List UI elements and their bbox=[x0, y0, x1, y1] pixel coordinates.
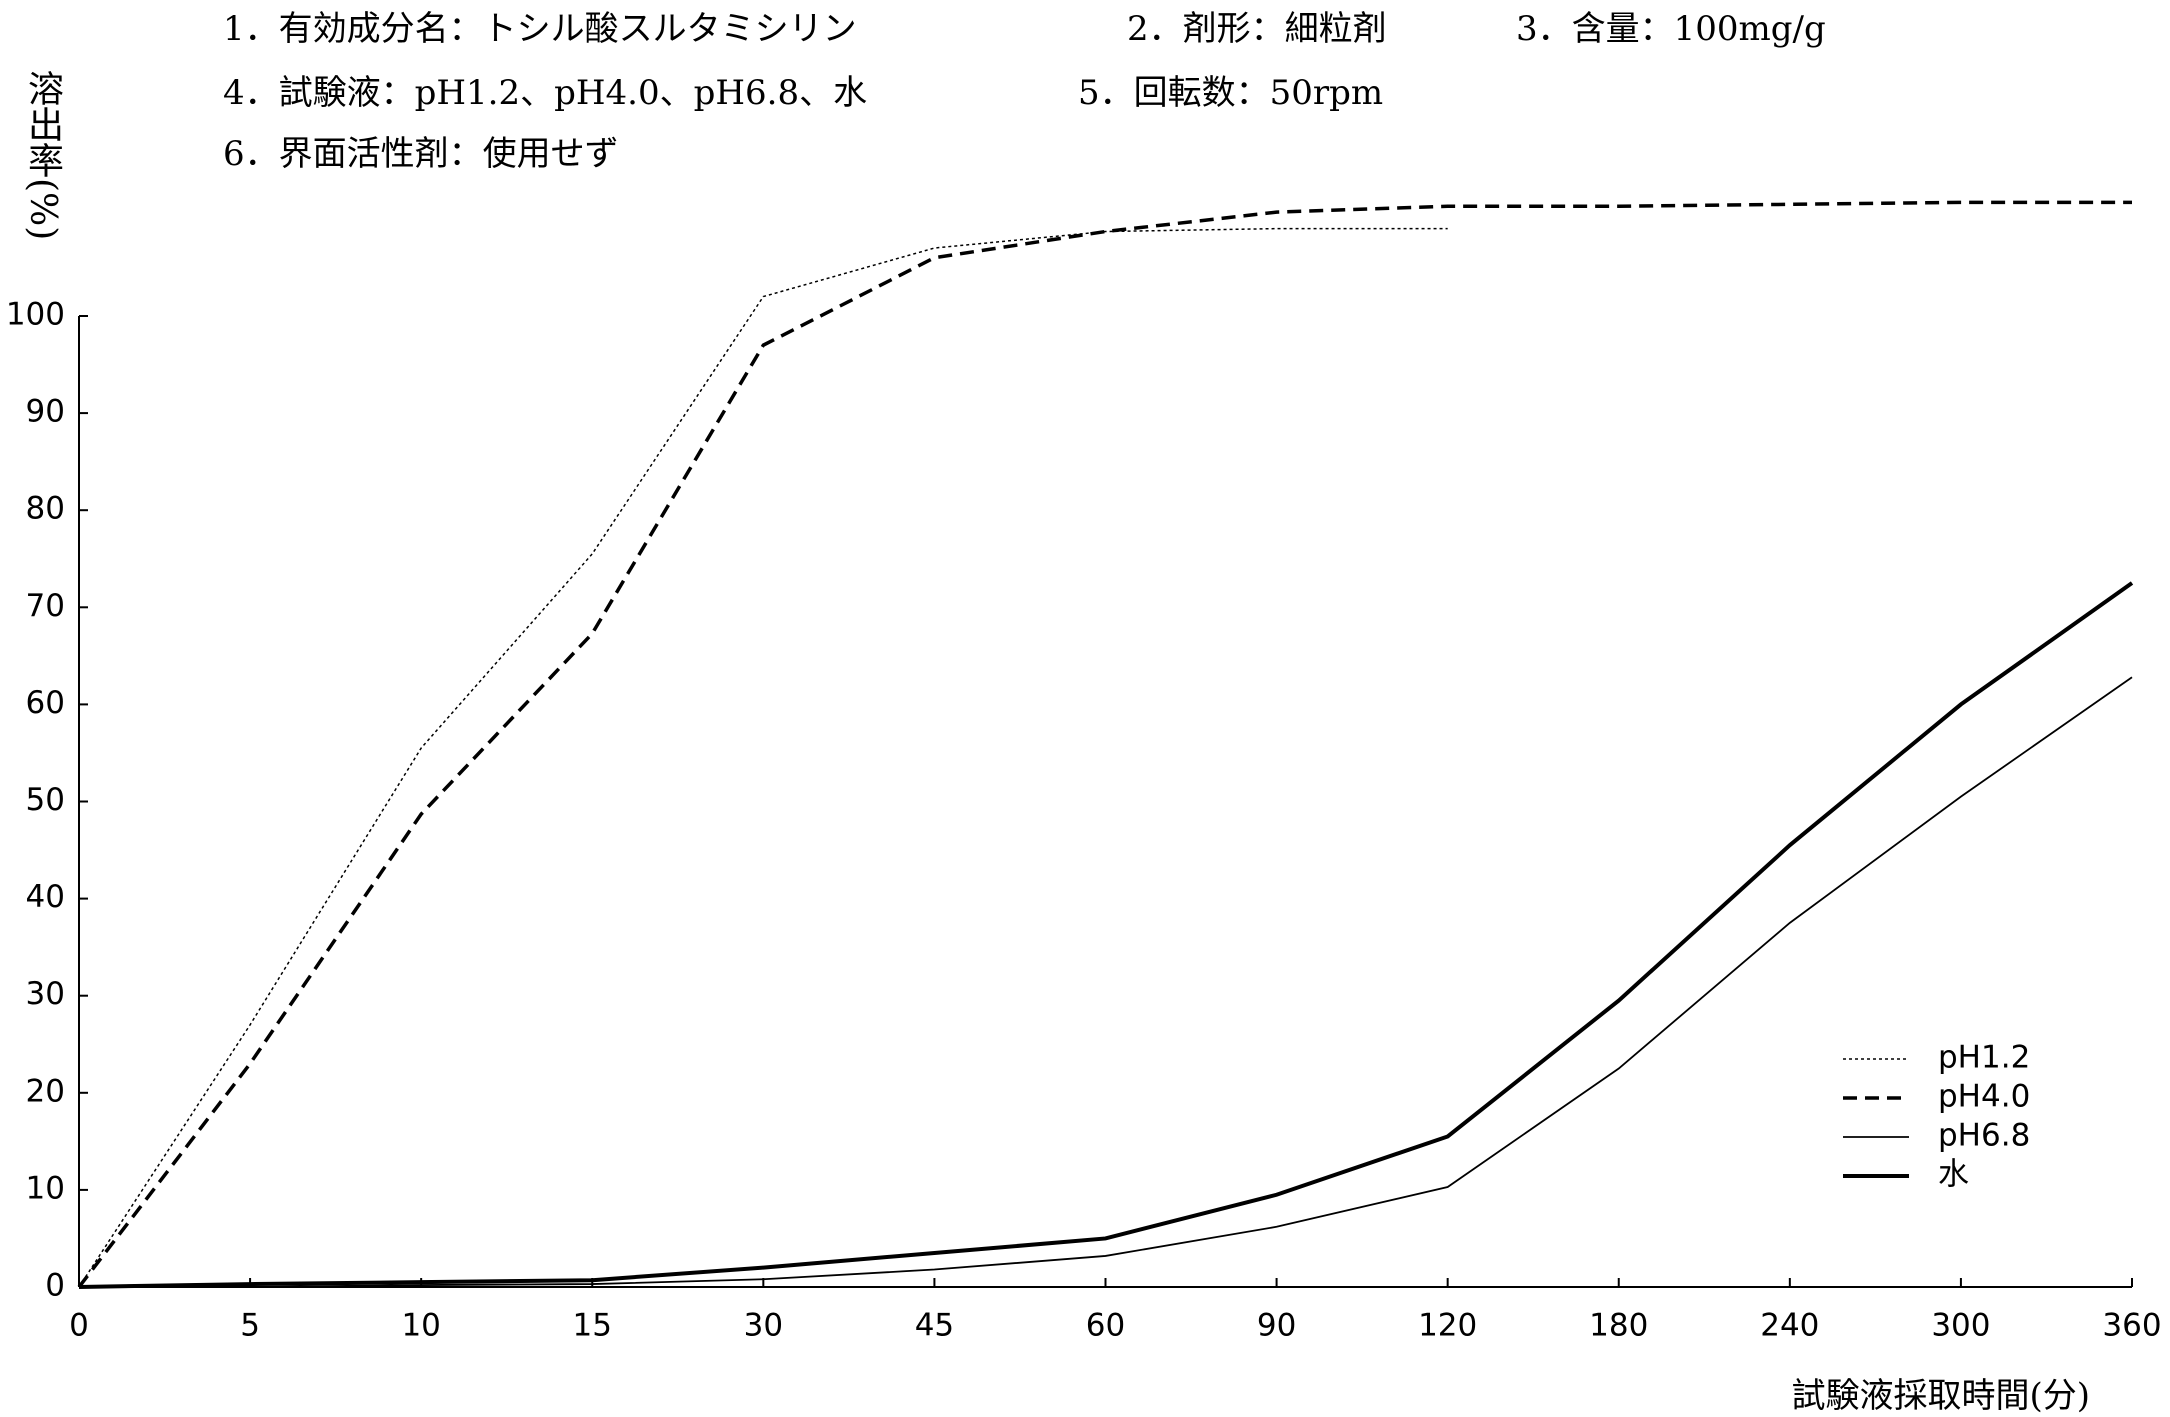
x-tick-label: 180 bbox=[1589, 1308, 1648, 1344]
x-tick-label: 15 bbox=[573, 1308, 612, 1344]
x-tick-label: 360 bbox=[2102, 1308, 2161, 1344]
y-tick-label: 80 bbox=[26, 491, 65, 527]
x-tick-label: 300 bbox=[1931, 1308, 1990, 1344]
y-tick-label: 40 bbox=[26, 879, 65, 915]
header-text: 1．有効成分名：トシル酸スルタミシリン bbox=[223, 9, 857, 49]
x-axis-label: 試験液採取時間(分) bbox=[1791, 1376, 2090, 1416]
header-text: 4．試験液：pH1.2、pH4.0、pH6.8、水 bbox=[223, 73, 867, 113]
series-line bbox=[78, 227, 1448, 1288]
x-tick-label: 10 bbox=[401, 1308, 440, 1344]
y-tick-label: 30 bbox=[26, 976, 65, 1012]
header-text: 3．含量：100mg/g bbox=[1516, 9, 1826, 49]
legend-label: 水 bbox=[1938, 1157, 1969, 1193]
series-line bbox=[77, 200, 2132, 1289]
y-tick-label: 10 bbox=[26, 1170, 65, 1206]
x-tick-label: 5 bbox=[240, 1308, 260, 1344]
x-tick-label: 120 bbox=[1418, 1308, 1477, 1344]
x-tick-label: 30 bbox=[744, 1308, 783, 1344]
y-tick-label: 0 bbox=[45, 1268, 65, 1304]
header-text: 2．剤形：細粒剤 bbox=[1127, 9, 1387, 49]
y-tick-label: 20 bbox=[26, 1073, 65, 1109]
y-tick-label: 60 bbox=[26, 685, 65, 721]
x-tick-label: 240 bbox=[1760, 1308, 1819, 1344]
series-line bbox=[79, 676, 2133, 1288]
y-tick-label: 70 bbox=[26, 588, 65, 624]
legend-label: pH1.2 bbox=[1938, 1040, 2030, 1076]
y-axis-label: 溶出率(%) bbox=[22, 70, 63, 241]
x-tick-label: 0 bbox=[69, 1308, 89, 1344]
legend-label: pH6.8 bbox=[1938, 1118, 2030, 1154]
y-tick-label: 50 bbox=[26, 782, 65, 818]
header-text: 5．回転数：50rpm bbox=[1078, 73, 1383, 113]
legend-label: pH4.0 bbox=[1938, 1079, 2030, 1115]
x-tick-label: 60 bbox=[1086, 1308, 1125, 1344]
header-text: 6．界面活性剤：使用せず bbox=[223, 134, 619, 174]
series-line bbox=[78, 581, 2134, 1289]
y-tick-label: 90 bbox=[26, 394, 65, 430]
x-tick-label: 90 bbox=[1257, 1308, 1296, 1344]
y-tick-label: 100 bbox=[6, 297, 65, 333]
x-tick-label: 45 bbox=[915, 1308, 954, 1344]
